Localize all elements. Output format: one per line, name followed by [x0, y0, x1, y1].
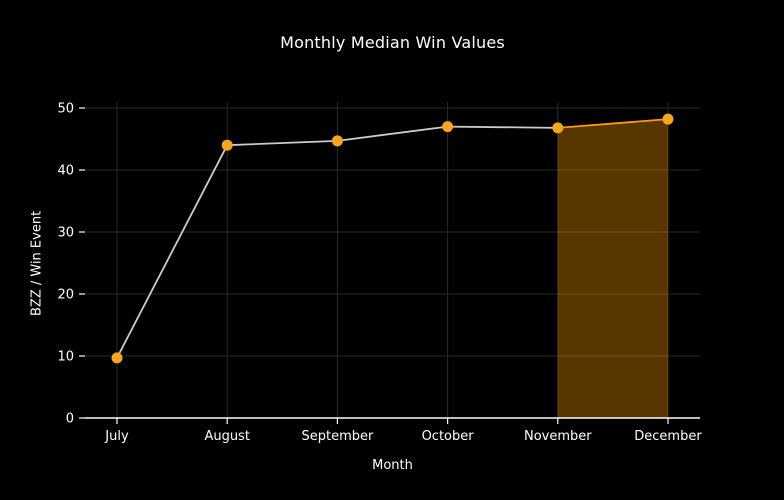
line-segment [116, 144, 228, 359]
data-point [331, 135, 343, 147]
data-point [662, 113, 674, 125]
x-axis-label: Month [372, 458, 413, 473]
x-tick-label: November [524, 429, 592, 444]
data-point [552, 122, 564, 134]
y-tick-label: 50 [57, 102, 74, 117]
y-tick-label: 10 [57, 350, 74, 365]
line-segment [447, 125, 558, 129]
chart-title: Monthly Median Win Values [280, 33, 505, 52]
x-tick-label: December [634, 429, 702, 444]
data-point [221, 139, 233, 151]
data-point [442, 121, 454, 133]
y-tick-label: 20 [57, 288, 74, 303]
data-point [111, 352, 123, 364]
x-tick-label: September [301, 429, 374, 444]
x-tick-label: August [204, 429, 250, 444]
highlight-band [557, 119, 668, 418]
y-tick-label: 0 [66, 412, 74, 427]
y-tick-label: 30 [57, 226, 74, 241]
line-segment-highlight [557, 118, 669, 129]
x-tick-label: July [104, 429, 129, 444]
line-segment [337, 125, 448, 142]
y-tick-label: 40 [57, 164, 74, 179]
x-tick-label: October [422, 429, 475, 444]
line-segment [227, 139, 338, 147]
